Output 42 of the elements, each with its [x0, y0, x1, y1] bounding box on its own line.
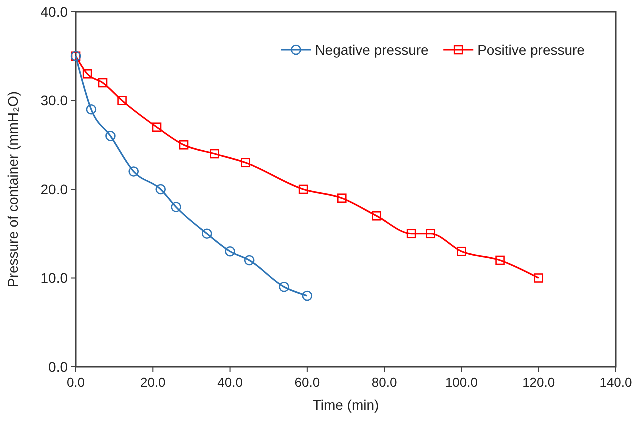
x-axis-title: Time (min) — [312, 397, 380, 413]
x-tick-label: 140.0 — [600, 375, 632, 390]
point — [152, 122, 162, 132]
point — [534, 274, 544, 283]
point — [98, 78, 108, 88]
point — [202, 228, 212, 240]
x-tick-label: 80.0 — [372, 375, 398, 390]
point — [210, 149, 220, 159]
point — [106, 131, 116, 142]
y-tick-label: 0.0 — [48, 358, 68, 375]
x-tick-label: 100.0 — [445, 375, 478, 390]
legend-label: Negative pressure — [315, 42, 430, 58]
point — [171, 202, 182, 212]
point — [457, 246, 466, 256]
x-tick-label: 0.0 — [66, 375, 86, 390]
point — [128, 166, 140, 177]
point — [118, 96, 127, 106]
x-tick-label: 120.0 — [522, 375, 556, 390]
point — [372, 211, 382, 221]
point — [86, 104, 97, 115]
point — [337, 194, 347, 204]
point — [179, 140, 189, 150]
y-tick-label: 20.0 — [40, 181, 68, 198]
x-tick-label: 60.0 — [294, 375, 320, 390]
y-tick-label: 30.0 — [40, 92, 68, 109]
point — [225, 246, 236, 257]
y-tick-label: 10.0 — [40, 270, 68, 286]
point — [156, 184, 166, 195]
y-axis-title: Pressure of container (mmH₂O) — [5, 91, 21, 288]
legend-label: Positive pressure — [478, 42, 586, 58]
point — [426, 229, 436, 239]
x-tick-label: 40.0 — [218, 375, 243, 390]
x-tick-label: 20.0 — [140, 375, 166, 390]
point — [406, 229, 416, 239]
point — [82, 69, 92, 79]
point — [241, 158, 250, 168]
point — [496, 256, 505, 266]
point — [298, 184, 308, 194]
point — [302, 290, 313, 302]
point — [244, 255, 255, 266]
y-tick-label: 40.0 — [40, 4, 68, 20]
point — [279, 282, 290, 292]
